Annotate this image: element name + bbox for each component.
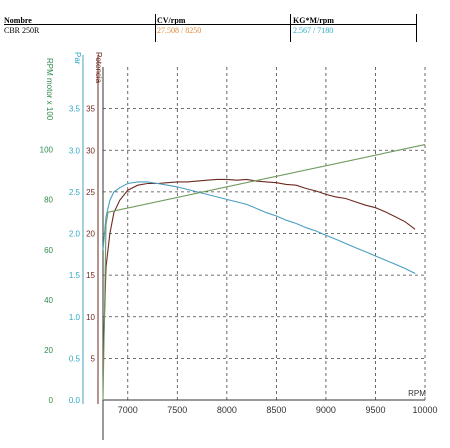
series-line-par [102,181,416,274]
potencia-tick-label: 25 [86,188,95,197]
par-tick-label: 1.5 [69,271,81,280]
rpm-tick-label: 80 [44,196,53,205]
par-tick-label: 0.5 [69,354,81,363]
x-tick-label: 8000 [217,405,237,415]
potencia-tick-label: 35 [86,105,95,114]
series-line-potencia [102,178,416,367]
par-tick-label: 2.5 [69,188,81,197]
par-tick-label: 3.0 [69,146,81,155]
potencia-tick-label: 15 [86,271,95,280]
bike-name: CBR 250R [4,26,40,35]
par-tick-label: 3.5 [69,105,81,114]
potencia-tick-label: 20 [86,230,95,239]
x-tick-label: 10000 [412,405,437,415]
x-tick-label: 8500 [266,405,286,415]
potencia-tick-label: 5 [91,354,96,363]
header-rule [4,24,416,25]
rpm-tick-label: 20 [44,346,53,355]
rpm-axis-title: RPM motor x 100 [45,58,54,121]
series-line-rpm_motor [102,144,426,401]
header-divider-2 [290,14,291,42]
par-tick-label: 1.0 [69,313,81,322]
x-axis-title: RPM [408,389,426,398]
rpm-tick-label: 100 [40,146,54,155]
column-label-nombre: Nombre [4,16,32,25]
max-torque-value: 2.567 / 7180 [293,26,334,35]
header-divider-1 [155,14,156,42]
par-tick-label: 2.0 [69,230,81,239]
rpm-tick-label: 0 [49,396,54,405]
max-power-value: 27.508 / 8250 [157,26,202,35]
rpm-tick-label: 40 [44,296,53,305]
potencia-tick-label: 30 [86,146,95,155]
par-axis-title: Par [73,52,82,65]
x-tick-label: 9500 [365,405,385,415]
rpm-tick-label: 60 [44,246,53,255]
x-tick-label: 9000 [316,405,336,415]
header-divider-3 [416,14,417,42]
column-label-cv-rpm: CV/rpm [157,16,186,25]
par-tick-label: 0.0 [69,396,81,405]
potencia-axis-title: Potencia [94,52,103,84]
column-label-kgm-rpm: KG*M/rpm [293,16,334,25]
x-tick-label: 7500 [167,405,187,415]
x-tick-label: 7000 [118,405,138,415]
potencia-tick-label: 10 [86,313,95,322]
data-header: Nombre CBR 250R CV/rpm 27.508 / 8250 KG*… [0,0,450,48]
